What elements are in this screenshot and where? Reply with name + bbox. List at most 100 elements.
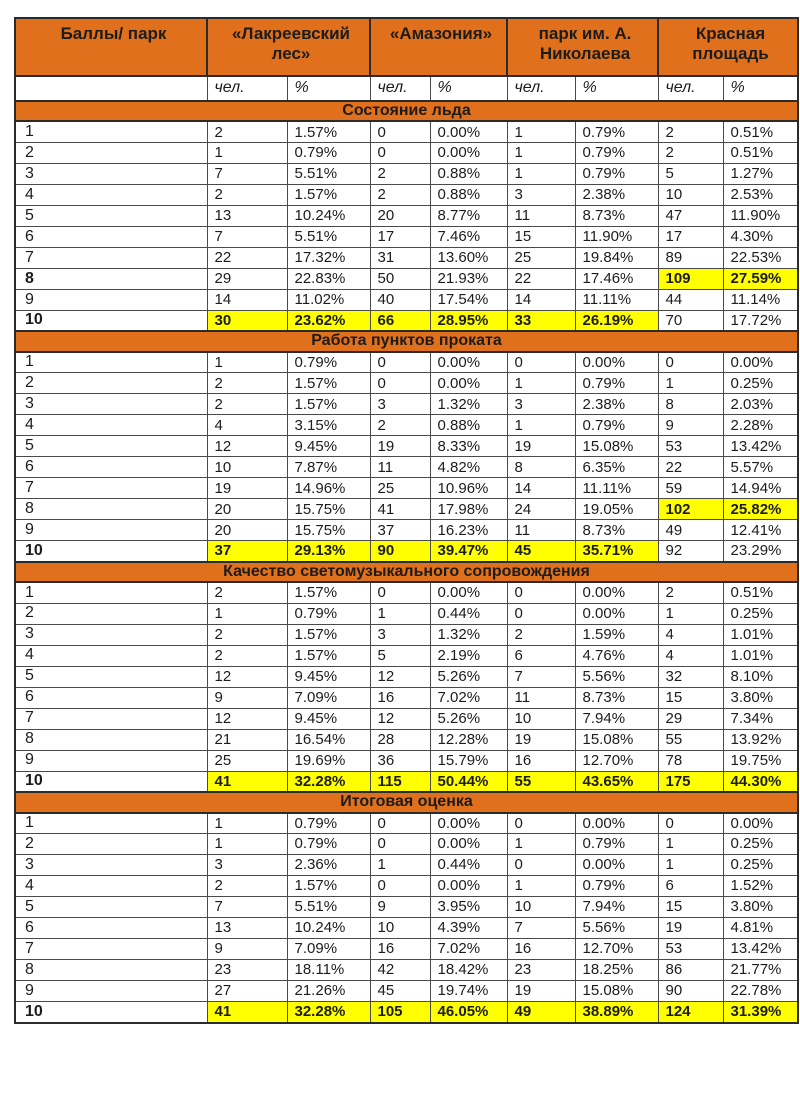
percent-value-cell: 1.32%: [429, 623, 508, 646]
people-value-cell: 2: [506, 623, 576, 646]
table-row: 5 7 5.51% 9 3.95% 10 7.94% 15 3.80%: [14, 896, 799, 919]
people-value-cell: 53: [657, 435, 724, 458]
people-value-cell: 12: [206, 707, 288, 730]
people-value-cell: 11: [369, 456, 431, 479]
percent-value-cell: 3.15%: [286, 414, 371, 437]
table-row: 8 21 16.54% 28 12.28% 19 15.08% 55 13.92%: [14, 728, 799, 751]
people-value-cell: 70: [657, 309, 724, 332]
people-value-cell: 45: [506, 540, 576, 563]
people-value-cell: 30: [206, 309, 288, 332]
people-unit-header: чел.: [206, 75, 288, 102]
people-value-cell: 44: [657, 288, 724, 311]
percent-value-cell: 0.00%: [429, 141, 508, 164]
percent-value-cell: 15.08%: [574, 980, 659, 1003]
section-title: Работа пунктов проката: [13, 330, 800, 353]
score-cell: 10: [14, 309, 208, 332]
percent-value-cell: 2.53%: [722, 183, 799, 206]
percent-value-cell: 19.75%: [722, 749, 799, 772]
people-value-cell: 2: [206, 372, 288, 395]
percent-value-cell: 2.38%: [574, 393, 659, 416]
people-value-cell: 0: [506, 812, 576, 835]
people-value-cell: 92: [657, 540, 724, 563]
percent-value-cell: 22.53%: [722, 246, 799, 269]
score-cell: 6: [14, 225, 208, 248]
people-value-cell: 23: [506, 959, 576, 982]
percent-value-cell: 15.08%: [574, 728, 659, 751]
people-value-cell: 0: [369, 351, 431, 374]
people-value-cell: 12: [369, 707, 431, 730]
people-value-cell: 90: [657, 980, 724, 1003]
people-value-cell: 4: [657, 644, 724, 667]
section-header-row: Качество светомузыкального сопровождения: [13, 560, 800, 584]
percent-value-cell: 46.05%: [429, 1001, 508, 1024]
people-value-cell: 2: [657, 581, 724, 604]
table-row: 1 2 1.57% 0 0.00% 1 0.79% 2 0.51%: [14, 120, 799, 143]
people-value-cell: 1: [206, 833, 288, 856]
table-row: 9 20 15.75% 37 16.23% 11 8.73% 49 12.41%: [14, 519, 799, 542]
percent-value-cell: 0.00%: [429, 372, 508, 395]
percent-value-cell: 0.88%: [429, 183, 508, 206]
percent-value-cell: 0.25%: [722, 602, 799, 625]
people-value-cell: 36: [369, 749, 431, 772]
percent-value-cell: 23.62%: [286, 309, 371, 332]
people-value-cell: 7: [506, 917, 576, 940]
people-value-cell: 0: [657, 812, 724, 835]
percent-value-cell: 11.14%: [722, 288, 799, 311]
people-value-cell: 45: [369, 980, 431, 1003]
percent-value-cell: 2.36%: [286, 854, 371, 877]
people-value-cell: 1: [506, 833, 576, 856]
percent-value-cell: 1.57%: [286, 644, 371, 667]
score-cell: 1: [14, 812, 208, 835]
percent-value-cell: 1.57%: [286, 372, 371, 395]
percent-value-cell: 50.44%: [429, 770, 508, 793]
percent-value-cell: 0.00%: [429, 120, 508, 143]
percent-value-cell: 8.73%: [574, 204, 659, 227]
people-value-cell: 10: [506, 707, 576, 730]
people-value-cell: 49: [657, 519, 724, 542]
percent-value-cell: 0.88%: [429, 162, 508, 185]
percent-value-cell: 2.03%: [722, 393, 799, 416]
people-value-cell: 16: [506, 938, 576, 961]
percent-value-cell: 1.59%: [574, 623, 659, 646]
percent-value-cell: 2.38%: [574, 183, 659, 206]
percent-value-cell: 1.57%: [286, 581, 371, 604]
percent-value-cell: 0.25%: [722, 854, 799, 877]
people-value-cell: 10: [506, 896, 576, 919]
score-cell: 6: [14, 917, 208, 940]
score-cell: 2: [14, 372, 208, 395]
table-row: 7 12 9.45% 12 5.26% 10 7.94% 29 7.34%: [14, 707, 799, 730]
people-value-cell: 15: [506, 225, 576, 248]
percent-value-cell: 21.26%: [286, 980, 371, 1003]
people-value-cell: 2: [206, 623, 288, 646]
table-row: 6 10 7.87% 11 4.82% 8 6.35% 22 5.57%: [14, 456, 799, 479]
section-title: Состояние льда: [13, 99, 800, 123]
percent-value-cell: 10.24%: [286, 204, 371, 227]
table-row: 4 2 1.57% 2 0.88% 3 2.38% 10 2.53%: [14, 183, 799, 206]
people-value-cell: 55: [506, 770, 576, 793]
park-ratings-table: Баллы/ парк «Лакреевский лес» «Амазония»…: [13, 17, 800, 1024]
people-value-cell: 59: [657, 477, 724, 500]
percent-value-cell: 11.11%: [574, 288, 659, 311]
percent-value-cell: 3.80%: [722, 896, 799, 919]
percent-value-cell: 0.00%: [429, 351, 508, 374]
table-row: 5 12 9.45% 19 8.33% 19 15.08% 53 13.42%: [14, 435, 799, 458]
section-header-row: Итоговая оценка: [13, 791, 800, 814]
score-cell: 3: [14, 393, 208, 416]
percent-value-cell: 25.82%: [722, 498, 799, 521]
people-value-cell: 14: [506, 477, 576, 500]
percent-value-cell: 0.00%: [574, 351, 659, 374]
percent-value-cell: 19.84%: [574, 246, 659, 269]
people-value-cell: 2: [369, 414, 431, 437]
percent-value-cell: 1.57%: [286, 393, 371, 416]
people-value-cell: 2: [206, 644, 288, 667]
people-value-cell: 3: [369, 623, 431, 646]
section-title: Итоговая оценка: [13, 791, 800, 814]
table-row: 6 9 7.09% 16 7.02% 11 8.73% 15 3.80%: [14, 686, 799, 709]
percent-value-cell: 5.51%: [286, 225, 371, 248]
percent-value-cell: 2.28%: [722, 414, 799, 437]
people-value-cell: 7: [206, 896, 288, 919]
percent-value-cell: 22.83%: [286, 267, 371, 290]
people-value-cell: 27: [206, 980, 288, 1003]
percent-value-cell: 11.02%: [286, 288, 371, 311]
people-unit-header: чел.: [369, 75, 431, 102]
